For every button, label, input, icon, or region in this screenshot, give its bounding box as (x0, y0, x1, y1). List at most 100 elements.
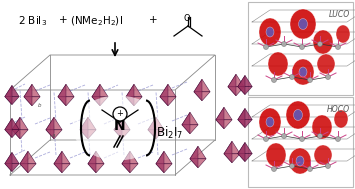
Circle shape (335, 136, 340, 142)
Polygon shape (182, 125, 198, 134)
Polygon shape (114, 130, 130, 139)
Polygon shape (238, 75, 252, 87)
Polygon shape (156, 151, 172, 164)
Polygon shape (58, 97, 74, 106)
Polygon shape (216, 120, 232, 129)
Ellipse shape (259, 108, 281, 136)
Polygon shape (80, 130, 96, 139)
Ellipse shape (266, 117, 274, 127)
Polygon shape (12, 117, 28, 130)
Polygon shape (88, 164, 104, 173)
Polygon shape (156, 164, 172, 173)
Ellipse shape (286, 101, 310, 129)
Text: b: b (38, 103, 42, 108)
Polygon shape (5, 152, 12, 172)
Polygon shape (160, 84, 168, 106)
Polygon shape (54, 151, 70, 164)
Polygon shape (122, 151, 138, 164)
Polygon shape (5, 152, 19, 164)
Polygon shape (46, 130, 62, 139)
Circle shape (289, 163, 295, 169)
Polygon shape (238, 142, 252, 154)
Circle shape (326, 163, 331, 169)
Polygon shape (88, 151, 104, 164)
Ellipse shape (266, 143, 286, 167)
Ellipse shape (266, 27, 274, 37)
Polygon shape (194, 79, 202, 101)
Polygon shape (182, 112, 198, 125)
Ellipse shape (312, 115, 332, 139)
Polygon shape (238, 120, 252, 128)
Polygon shape (5, 118, 12, 138)
Text: 2 BiI$_3$: 2 BiI$_3$ (18, 14, 47, 28)
Polygon shape (20, 164, 36, 173)
Circle shape (335, 44, 340, 50)
Ellipse shape (336, 25, 350, 43)
Ellipse shape (73, 95, 163, 160)
Circle shape (300, 44, 305, 50)
Polygon shape (228, 74, 244, 87)
Polygon shape (228, 74, 236, 96)
Polygon shape (24, 84, 32, 106)
Circle shape (272, 167, 277, 171)
Polygon shape (126, 84, 142, 97)
Polygon shape (238, 108, 252, 120)
Polygon shape (224, 141, 232, 163)
Polygon shape (216, 107, 224, 129)
Ellipse shape (259, 18, 281, 46)
Polygon shape (92, 97, 108, 106)
Polygon shape (46, 117, 54, 139)
Polygon shape (12, 130, 28, 139)
Circle shape (263, 136, 268, 142)
Polygon shape (122, 151, 130, 173)
Ellipse shape (314, 145, 332, 165)
Ellipse shape (294, 109, 302, 121)
Bar (248, 97, 353, 187)
Circle shape (282, 133, 286, 139)
Polygon shape (228, 87, 244, 96)
Polygon shape (148, 117, 164, 130)
Polygon shape (5, 130, 19, 138)
Text: HOCO: HOCO (327, 105, 350, 114)
Text: a: a (52, 133, 55, 138)
Polygon shape (194, 79, 210, 92)
Circle shape (282, 42, 286, 46)
Polygon shape (80, 117, 88, 139)
Polygon shape (20, 151, 28, 173)
Circle shape (272, 77, 277, 83)
Polygon shape (5, 97, 19, 105)
Polygon shape (224, 154, 240, 163)
Polygon shape (54, 164, 70, 173)
Circle shape (307, 167, 312, 171)
Ellipse shape (317, 54, 335, 74)
Polygon shape (54, 151, 62, 173)
Ellipse shape (289, 148, 311, 174)
Polygon shape (238, 87, 252, 95)
Polygon shape (156, 151, 164, 173)
Polygon shape (238, 142, 245, 162)
Polygon shape (126, 84, 134, 106)
Polygon shape (58, 84, 66, 106)
Polygon shape (24, 84, 40, 97)
Polygon shape (20, 151, 36, 164)
Ellipse shape (313, 30, 333, 54)
Polygon shape (224, 141, 240, 154)
Polygon shape (238, 108, 245, 128)
Text: +: + (116, 109, 124, 119)
Polygon shape (5, 85, 12, 105)
Polygon shape (190, 159, 206, 168)
Circle shape (326, 74, 331, 80)
Polygon shape (238, 154, 252, 162)
Text: $+$: $+$ (148, 14, 158, 25)
Polygon shape (92, 84, 100, 106)
Text: LUCO: LUCO (329, 10, 350, 19)
Circle shape (307, 77, 312, 83)
Polygon shape (88, 151, 96, 173)
Polygon shape (126, 97, 142, 106)
Circle shape (113, 107, 127, 121)
Circle shape (300, 136, 305, 142)
Ellipse shape (296, 156, 304, 166)
Polygon shape (92, 84, 108, 97)
Polygon shape (114, 117, 130, 130)
Circle shape (289, 74, 295, 80)
